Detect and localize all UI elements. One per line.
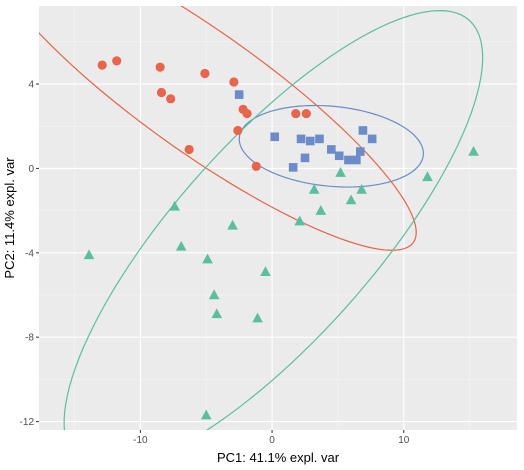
- circle-point: [301, 108, 311, 119]
- confidence-ellipse-1: [39, 6, 417, 251]
- y-tick-label: -4: [25, 248, 34, 259]
- plot-panel: [39, 6, 517, 430]
- x-tick-label: 10: [398, 435, 410, 446]
- x-tick-label: -10: [133, 435, 148, 446]
- square-point: [234, 90, 244, 99]
- square-point: [315, 134, 324, 144]
- triangle-point: [335, 167, 346, 177]
- data-points: [83, 56, 479, 420]
- square-point: [367, 134, 377, 144]
- circle-point: [242, 108, 252, 119]
- confidence-ellipse-3: [63, 9, 484, 430]
- circle-point: [233, 125, 243, 136]
- square-point: [358, 126, 368, 135]
- triangle-point: [169, 200, 180, 211]
- triangle-point: [200, 409, 212, 420]
- circle-point: [229, 77, 239, 87]
- square-point: [356, 147, 365, 156]
- triangle-point: [356, 183, 367, 194]
- triangle-point: [252, 312, 263, 323]
- circle-point: [200, 68, 210, 79]
- x-axis-ticks: -10 0 10: [133, 430, 410, 446]
- triangle-point: [208, 289, 220, 300]
- square-point: [296, 134, 306, 144]
- x-tick-label: 0: [269, 435, 275, 446]
- triangle-point: [211, 308, 223, 319]
- y-tick-label: 0: [28, 164, 34, 175]
- square-point: [352, 155, 361, 165]
- circle-point: [291, 108, 301, 119]
- circle-point: [184, 144, 194, 155]
- circle-point: [112, 56, 122, 66]
- square-point: [288, 163, 298, 172]
- circle-point: [166, 94, 176, 104]
- circle-point: [156, 87, 167, 98]
- square-point: [300, 153, 310, 163]
- square-point: [344, 155, 353, 165]
- square-point: [334, 151, 344, 161]
- y-tick-label: -8: [25, 333, 34, 344]
- confidence-ellipses: [39, 6, 484, 430]
- circle-point: [251, 161, 261, 171]
- y-tick-label: 4: [28, 80, 34, 91]
- x-axis-title: PC1: 41.1% expl. var: [217, 450, 340, 465]
- triangle-point: [345, 194, 357, 205]
- circle-point: [97, 60, 107, 70]
- confidence-ellipse-2: [238, 104, 424, 188]
- triangle-point: [202, 253, 213, 264]
- triangle-point: [422, 171, 433, 182]
- square-point: [270, 132, 280, 142]
- minor-gridlines: [39, 6, 517, 430]
- circle-point: [155, 62, 165, 72]
- y-axis-ticks: 4 0 -4 -8 -12: [20, 80, 39, 428]
- y-tick-label: -12: [20, 417, 35, 428]
- triangle-point: [294, 215, 306, 226]
- y-axis-title: PC2: 11.4% expl. var: [2, 157, 17, 279]
- triangle-point: [175, 240, 187, 251]
- triangle-point: [315, 205, 327, 215]
- triangle-point: [83, 249, 95, 260]
- triangle-point: [308, 183, 320, 194]
- square-point: [327, 145, 336, 154]
- major-gridlines: [39, 6, 517, 430]
- square-point: [305, 136, 315, 146]
- triangle-point: [468, 145, 479, 156]
- triangle-point: [227, 219, 238, 230]
- triangle-point: [260, 266, 271, 276]
